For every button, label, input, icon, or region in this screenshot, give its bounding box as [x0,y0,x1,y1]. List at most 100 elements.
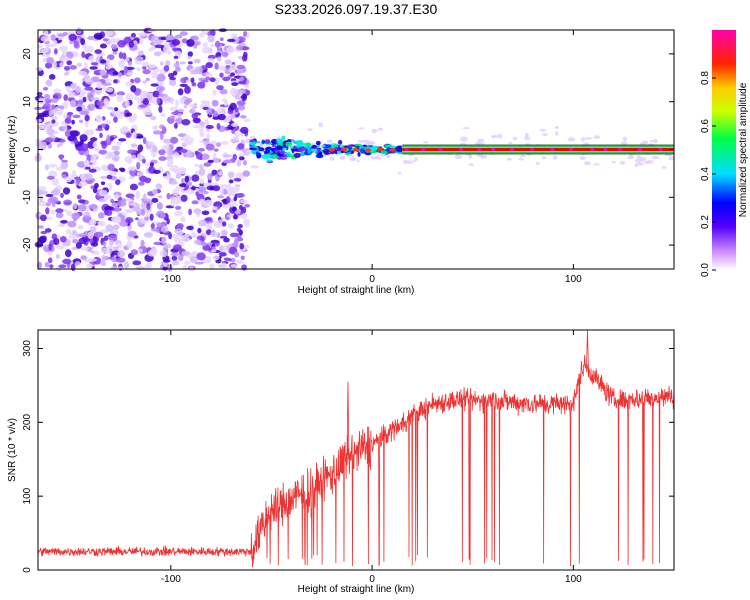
noise-blob [59,62,64,68]
noise-blob [94,182,99,189]
noise-blob [137,248,143,253]
noise-blob [153,125,159,130]
noise-blob [84,86,94,91]
noise-blob [112,51,118,55]
noise-blob [73,138,79,145]
noise-blob [214,77,220,86]
noise-blob [60,236,67,243]
noise-blob [64,176,73,183]
noise-blob [37,112,47,117]
noise-blob [129,183,138,191]
noise-blob [50,209,56,215]
noise-blob [144,216,150,221]
noise-blob [111,202,118,208]
noise-blob [79,134,88,142]
noise-blob [79,110,89,116]
noise-blob [120,168,126,173]
transition-blob [347,151,352,154]
noise-blob [145,112,153,116]
noise-blob [237,105,246,111]
noise-blob [227,171,235,179]
noise-blob [236,45,244,51]
noise-blob [152,169,161,174]
noise-blob [62,258,72,265]
noise-blob [231,122,239,127]
noise-blob [196,252,206,261]
noise-blob [124,156,133,163]
noise-blob [156,97,161,104]
noise-blob [238,156,245,161]
noise-blob [198,148,205,152]
noise-blob [189,35,199,41]
noise-blob [136,135,144,139]
noise-blob [184,85,191,94]
faint-blob [375,156,383,160]
noise-blob [242,170,251,177]
noise-blob [151,197,159,203]
noise-blob [128,175,135,180]
noise-blob [116,141,123,146]
noise-blob [37,97,46,105]
noise-blob [161,126,167,134]
noise-blob [109,38,118,44]
noise-blob [129,165,136,171]
faint-blob [371,128,378,134]
noise-blob [173,244,182,251]
noise-blob [126,240,133,249]
noise-blob [183,238,189,242]
noise-blob [118,138,127,142]
noise-blob [125,100,130,108]
noise-blob [43,29,49,37]
noise-blob [219,37,224,41]
noise-blob [87,104,92,110]
noise-blob [163,65,170,72]
noise-blob [140,208,146,216]
noise-blob [234,132,239,139]
noise-blob [58,45,68,52]
noise-blob [41,124,51,130]
faint-blob [584,137,593,140]
faint-blob [541,133,548,136]
noise-blob [178,254,184,262]
noise-blob [130,85,137,93]
noise-blob [101,141,107,149]
noise-blob [136,171,144,176]
noise-blob [200,121,205,128]
noise-blob [193,208,202,215]
noise-blob [230,64,237,72]
noise-blob [98,189,108,197]
noise-blob [132,131,137,140]
noise-blob [84,77,92,83]
noise-blob [55,166,63,171]
tone-peak [617,148,623,151]
transition-blob [293,152,301,158]
noise-blob [191,250,199,257]
noise-blob [206,229,212,236]
noise-blob [199,132,205,138]
noise-blob [160,225,169,233]
noise-blob [40,36,51,42]
noise-blob [233,240,239,248]
noise-blob [112,71,119,76]
noise-blob [106,134,111,143]
transition-blob [315,140,321,146]
noise-blob [175,172,182,179]
noise-blob [107,163,115,171]
noise-blob [198,164,204,169]
faint-blob [414,156,418,161]
faint-blob [475,141,482,146]
noise-blob [144,177,152,184]
noise-blob [110,198,115,204]
noise-blob [84,247,89,251]
noise-blob [130,32,136,38]
faint-blob [357,139,366,143]
noise-blob [209,186,214,191]
noise-blob [145,144,152,150]
noise-blob [38,200,48,207]
transition-blob [289,146,295,149]
noise-blob [186,39,195,47]
noise-blob [149,162,154,168]
snr-ytick-label: 0 [22,567,33,573]
noise-blob [113,79,118,84]
